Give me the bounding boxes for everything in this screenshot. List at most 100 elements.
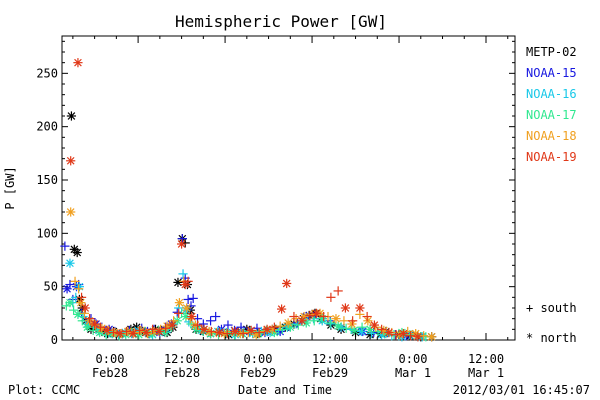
north-point: [277, 304, 287, 314]
north-point: [282, 278, 292, 289]
north-point: [340, 303, 350, 313]
x-axis-label: Date and Time: [238, 383, 332, 397]
south-point: [198, 319, 208, 329]
north-point: [66, 111, 77, 121]
north-point: [283, 318, 293, 328]
y-tick-label: 100: [36, 226, 58, 240]
y-tick-label: 0: [51, 333, 58, 347]
marker-legend-entry: * north: [526, 331, 577, 345]
marker-legend-entry: + south: [526, 301, 577, 315]
south-point: [291, 314, 301, 324]
south-point: [391, 330, 401, 340]
north-point: [413, 332, 423, 342]
south-point: [88, 325, 98, 335]
north-point: [187, 311, 197, 322]
south-point: [341, 323, 351, 333]
north-point: [174, 298, 185, 308]
south-point: [293, 320, 303, 330]
north-point: [76, 298, 86, 308]
north-point: [182, 303, 192, 313]
south-point: [333, 286, 343, 296]
north-point: [73, 58, 83, 68]
north-point: [199, 324, 209, 334]
plot-credit: Plot: CCMC: [8, 383, 80, 397]
plot-axes: 0501001502002500:00Feb2812:00Feb280:00Fe…: [3, 35, 516, 380]
south-point: [70, 276, 80, 286]
plot-frame: [61, 35, 516, 341]
south-point: [377, 324, 387, 334]
south-point: [362, 311, 372, 322]
south-point: [339, 316, 349, 326]
plot-timestamp: 2012/03/01 16:45:07: [453, 383, 590, 397]
series-legend: METP-02 NOAA-15 NOAA-16 NOAA-17 NOAA-18 NOAA-…: [526, 45, 577, 164]
south-point: [183, 276, 193, 286]
south-point: [174, 308, 184, 318]
x-tick-date-label: Mar 1: [395, 366, 431, 380]
legend-entry: NOAA-17: [526, 108, 577, 122]
south-point: [95, 322, 106, 332]
x-tick-date-label: Feb28: [92, 366, 128, 380]
north-point: [66, 207, 76, 217]
north-point: [427, 332, 437, 342]
north-point: [246, 325, 256, 335]
north-point: [167, 320, 177, 330]
x-tick-label: 0:00: [399, 352, 428, 366]
south-point: [238, 329, 248, 339]
south-point: [121, 326, 132, 337]
north-point: [65, 258, 75, 268]
north-point: [73, 309, 83, 319]
north-point: [72, 247, 82, 258]
south-point: [348, 316, 358, 326]
north-point: [331, 314, 341, 324]
south-point: [326, 319, 336, 329]
data-points: [60, 58, 437, 342]
north-point: [369, 320, 379, 330]
north-point: [154, 326, 164, 337]
south-point: [134, 325, 145, 335]
south-point: [84, 314, 95, 324]
south-point: [419, 331, 429, 341]
south-point: [289, 311, 299, 322]
x-tick-label: 0:00: [244, 352, 273, 366]
south-point: [305, 310, 315, 321]
south-point: [309, 316, 319, 326]
south-point: [76, 292, 87, 302]
x-tick-label: 12:00: [468, 352, 504, 366]
legend-entry: NOAA-18: [526, 129, 577, 143]
marker-legend: + south * north: [526, 301, 577, 345]
south-point: [148, 324, 158, 334]
south-point: [177, 234, 187, 244]
y-axis-label: P [GW]: [3, 166, 17, 209]
north-point: [176, 239, 187, 249]
south-point: [319, 311, 329, 322]
south-point: [161, 323, 171, 333]
south-point: [183, 294, 193, 305]
north-point: [333, 321, 343, 331]
south-point: [60, 241, 70, 251]
south-point: [79, 308, 90, 318]
north-point: [349, 325, 359, 335]
x-tick-date-label: Feb29: [312, 366, 348, 380]
north-point: [66, 156, 76, 166]
south-point: [65, 279, 75, 290]
chart-title: Hemispheric Power [GW]: [175, 12, 387, 31]
north-point: [355, 303, 365, 313]
south-point: [236, 322, 246, 332]
legend-entry: NOAA-16: [526, 87, 577, 101]
north-point: [65, 298, 75, 308]
south-point: [188, 293, 198, 303]
legend-entry: NOAA-19: [526, 150, 577, 164]
south-point: [357, 322, 367, 332]
south-point: [254, 327, 264, 338]
x-tick-label: 12:00: [312, 352, 348, 366]
south-point: [211, 311, 221, 322]
north-point: [80, 303, 90, 313]
south-point: [275, 321, 285, 331]
south-point: [178, 269, 188, 279]
south-point: [108, 327, 119, 338]
south-point: [223, 320, 233, 330]
north-point: [102, 325, 112, 335]
north-point: [262, 324, 272, 334]
north-point: [356, 326, 366, 337]
